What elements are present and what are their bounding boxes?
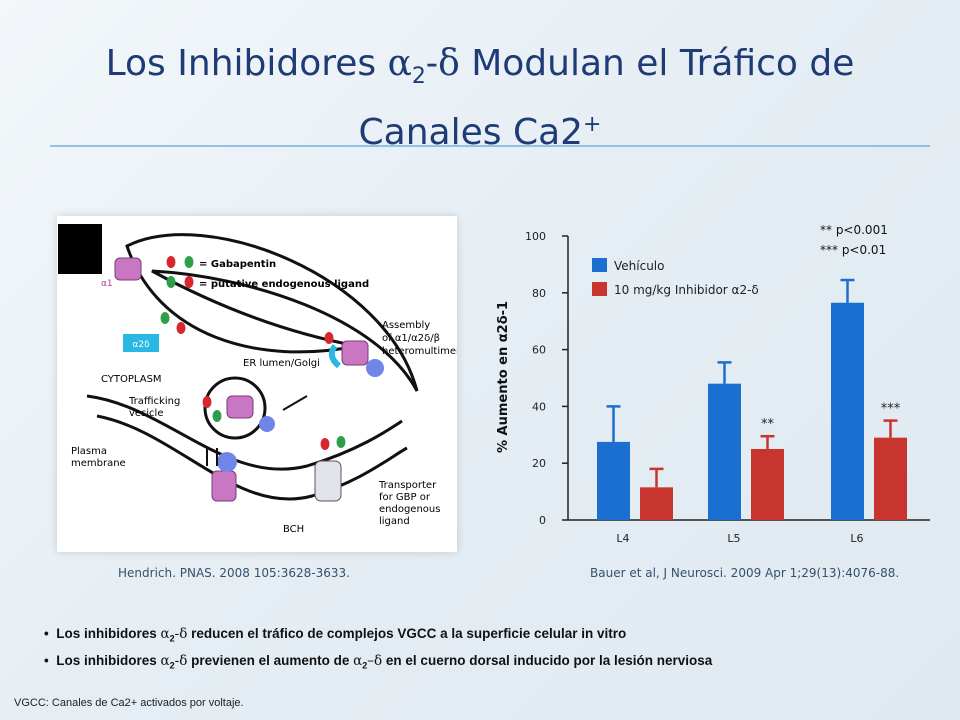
legend-label: 10 mg/kg Inhibidor α2-δ <box>614 283 759 297</box>
assembly-of-label: of α1/α2δ/β <box>382 333 440 344</box>
figure-redaction-block <box>58 224 102 274</box>
membrane-beta-icon <box>217 452 237 472</box>
cytoplasm-label: CYTOPLASM <box>101 374 162 385</box>
legend-swatch <box>592 258 607 272</box>
y-axis-label: % Aumento en α2δ-1 <box>496 301 511 453</box>
endogenous-label: endogenous <box>379 504 440 515</box>
significance-note-1: ** p<0.001 <box>820 223 888 237</box>
bar-l4-series-1 <box>640 487 673 520</box>
ligand-word-label: ligand <box>379 516 410 527</box>
title-line-2: Canales Ca2+ <box>358 112 602 154</box>
y-tick-label: 40 <box>532 400 546 413</box>
arrow-icon <box>282 395 308 411</box>
title-line-1: Los Inhibidores α2-δ Modulan el Tráfico … <box>105 43 855 90</box>
bar-l5-series-1 <box>751 449 784 520</box>
citation-right: Bauer et al, J Neurosci. 2009 Apr 1;29(1… <box>590 566 900 580</box>
vesicle-channel-icon <box>226 395 254 419</box>
bar-l6-series-1 <box>874 437 907 520</box>
er-golgi-membrane <box>125 233 419 392</box>
y-tick-label: 80 <box>532 287 546 300</box>
trafficking-vesicle <box>203 376 267 440</box>
ligand-dot-icon <box>184 256 194 268</box>
vesicle-label: vesicle <box>129 408 164 419</box>
y-tick-label: 100 <box>525 230 546 243</box>
transporter-label: Transporter <box>378 480 437 491</box>
bch-label: BCH <box>283 524 304 535</box>
schematic-svg: α2δ = Gabapentin = putative endogenous l… <box>71 233 461 535</box>
transporter-icon <box>314 460 342 502</box>
a2d-label: α2δ <box>132 340 150 350</box>
alpha1-channel-icon <box>114 257 142 281</box>
membrane-channel-icon <box>211 470 237 502</box>
y-tick-label: 60 <box>532 344 546 357</box>
membrane-label: membrane <box>71 458 126 469</box>
slide-title: Los Inhibidores α2-δ Modulan el Tráfico … <box>60 40 900 157</box>
trafficking-label: Trafficking <box>128 396 180 407</box>
x-tick-label: L6 <box>850 532 863 545</box>
ligand-dot-icon <box>160 312 170 324</box>
gabapentin-dot-icon <box>166 256 176 268</box>
a2d-subunit-icon <box>328 344 342 369</box>
significance-note-2: *** p<0.01 <box>820 243 886 257</box>
vesicle-beta-icon <box>259 416 275 432</box>
plasma-membrane-upper <box>86 394 403 471</box>
for-gbp-label: for GBP or <box>379 492 431 503</box>
gabapentin-dot-icon <box>184 276 194 288</box>
significance-annotation: *** <box>881 402 901 417</box>
plasma-membrane-lower <box>96 414 408 501</box>
legend-label: Vehículo <box>614 259 664 273</box>
y-tick-label: 0 <box>539 514 546 527</box>
gabapentin-dot-icon <box>202 396 212 408</box>
bullet-item: • Los inhibidores α2-δ reducen el tráfic… <box>44 626 627 644</box>
y-tick-label: 20 <box>532 457 546 470</box>
bar-l4-series-0 <box>597 441 630 520</box>
bullet-list: • Los inhibidores α2-δ reducen el tráfic… <box>44 623 712 676</box>
legend-swatch <box>592 282 607 296</box>
bullet-item: • Los inhibidores α2-δ previenen el aume… <box>44 652 713 671</box>
assembled-channel-icon <box>341 340 369 366</box>
heteromultimer-label: heteromultimer <box>382 346 457 357</box>
trafficking-schematic: α2δ = Gabapentin = putative endogenous l… <box>57 216 461 552</box>
gabapentin-dot-icon <box>176 322 186 334</box>
plasma-label: Plasma <box>71 446 107 457</box>
ligand-dot-icon <box>212 410 222 422</box>
x-tick-label: L4 <box>616 532 629 545</box>
significance-annotation: ** <box>761 417 775 432</box>
gabapentin-legend: = Gabapentin <box>199 259 276 270</box>
beta-subunit-icon <box>366 359 384 377</box>
ligand-legend: = putative endogenous ligand <box>199 279 369 290</box>
ligand-dot-icon <box>166 276 176 288</box>
bar-l5-series-0 <box>708 383 741 520</box>
citation-left: Hendrich. PNAS. 2008 105:3628-3633. <box>118 566 350 580</box>
gabapentin-dot-icon <box>320 438 330 450</box>
er-label: ER lumen/Golgi <box>243 358 320 369</box>
x-tick-label: L5 <box>727 532 740 545</box>
gabapentin-dot-icon <box>324 332 334 344</box>
ligand-dot-icon <box>336 436 346 448</box>
footnote: VGCC: Canales de Ca2+ activados por volt… <box>14 697 244 709</box>
alpha1-label: α1 <box>101 279 113 289</box>
bar-l6-series-0 <box>831 302 864 520</box>
assembly-label: Assembly <box>382 320 430 331</box>
a2d-label-box <box>123 334 159 352</box>
title-divider <box>50 145 930 147</box>
